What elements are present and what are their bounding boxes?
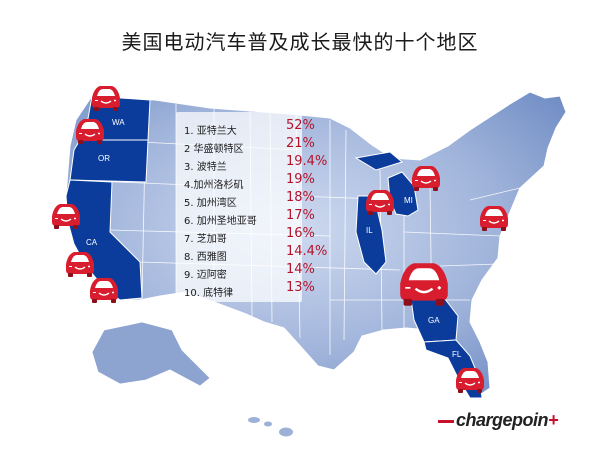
rank-city: 1. 亚特兰大 <box>184 126 237 137</box>
rank-city: 10. 底特律 <box>184 288 234 299</box>
hawaii <box>248 417 293 437</box>
ranking-row: 2 华盛顿特区 21% <box>184 136 452 155</box>
rank-percent: 14.4% <box>286 244 328 259</box>
rank-city: 7. 芝加哥 <box>184 234 227 245</box>
label-mi: MI <box>404 196 413 205</box>
label-or: OR <box>98 154 110 163</box>
rank-percent: 21% <box>286 136 315 151</box>
ranking-row: 7. 芝加哥 16% <box>184 226 452 245</box>
label-ca: CA <box>86 238 98 247</box>
alaska <box>91 321 211 387</box>
rank-city: 9. 迈阿密 <box>184 270 227 281</box>
rank-percent: 14% <box>286 262 315 277</box>
rank-city: 5. 加州湾区 <box>184 198 237 209</box>
rank-percent: 52% <box>286 118 315 133</box>
brand-plus: + <box>548 410 559 430</box>
rank-city: 2 华盛顿特区 <box>184 144 244 155</box>
rank-city: 4.加州洛杉矶 <box>184 180 244 191</box>
ranking-row: 8. 西雅图 14.4% <box>184 244 452 263</box>
chargepoint-logo: chargepoin+ <box>438 410 568 434</box>
label-wa: WA <box>112 118 125 127</box>
rank-city: 8. 西雅图 <box>184 252 227 263</box>
rank-percent: 18% <box>286 190 315 205</box>
ranking-row: 6. 加州圣地亚哥 17% <box>184 208 452 227</box>
rank-city: 6. 加州圣地亚哥 <box>184 216 257 227</box>
rank-percent: 19% <box>286 172 315 187</box>
rank-percent: 13% <box>286 280 315 295</box>
rank-percent: 19.4% <box>286 154 328 169</box>
ranking-row: 10. 底特律 13% <box>184 280 452 299</box>
ranking-row: 5. 加州湾区 18% <box>184 190 452 209</box>
label-ga: GA <box>428 316 440 325</box>
ranking-row: 1. 亚特兰大 52% <box>184 118 452 137</box>
brand-name: chargepoin <box>456 410 549 430</box>
ranking-row: 9. 迈阿密 14% <box>184 262 452 281</box>
rank-city: 3. 波特兰 <box>184 162 227 173</box>
label-fl: FL <box>452 350 462 359</box>
rank-percent: 16% <box>286 226 315 241</box>
map-title: 美国电动汽车普及成长最快的十个地区 <box>121 30 479 54</box>
label-il: IL <box>366 226 373 235</box>
ranking-row: 4.加州洛杉矶 19% <box>184 172 452 191</box>
ranking-row: 3. 波特兰 19.4% <box>184 154 452 173</box>
ranking-panel: 1. 亚特兰大 52% 2 华盛顿特区 21% 3. 波特兰 19.4% 4.加… <box>176 112 327 302</box>
rank-percent: 17% <box>286 208 315 223</box>
logo-dash-icon <box>438 419 454 423</box>
